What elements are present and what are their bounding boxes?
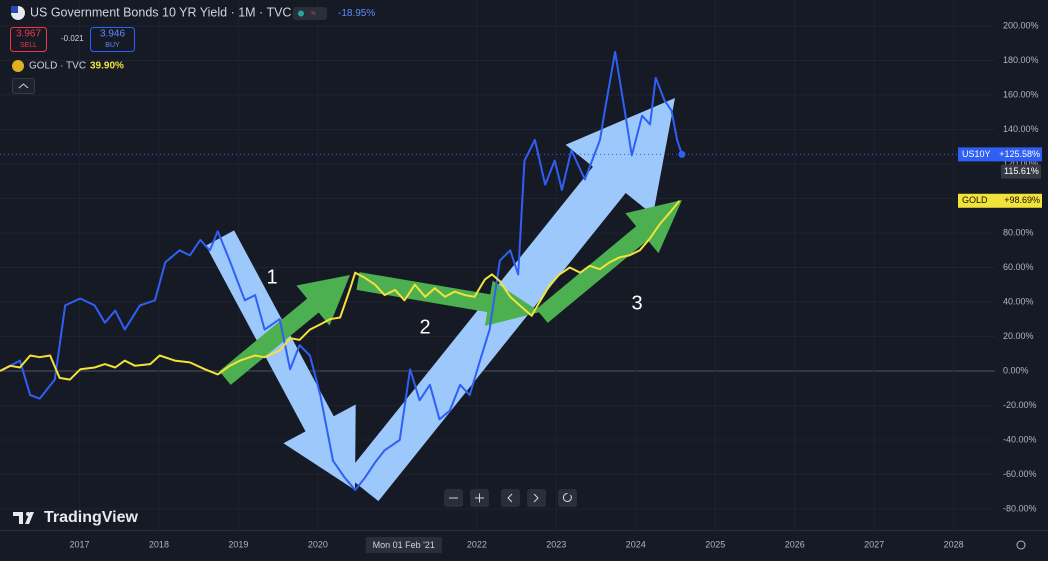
status-dot <box>298 10 304 17</box>
x-tick-label: 2020 <box>308 539 328 549</box>
plus-icon <box>475 493 484 503</box>
x-tick-label: 2028 <box>944 539 964 549</box>
settings-icon[interactable] <box>1016 540 1026 550</box>
y-tick-label: 120.00% <box>1003 158 1039 168</box>
collapse-button[interactable] <box>12 78 35 94</box>
last-point <box>678 150 686 158</box>
x-tick-label: 2023 <box>546 539 566 549</box>
series-line <box>0 200 681 381</box>
right-icon <box>533 493 539 503</box>
header: US Government Bonds 10 YR Yield · 1M · T… <box>10 5 375 94</box>
logo-text: TradingView <box>44 509 139 526</box>
gold-icon <box>12 60 24 72</box>
buy-price: 3.946 <box>100 29 125 40</box>
sell-button[interactable] <box>10 27 47 52</box>
nav-controls <box>444 489 577 507</box>
x-tick-label: 2019 <box>228 539 248 549</box>
y-tick-label: -20.00% <box>1003 400 1037 410</box>
y-tick-label: -40.00% <box>1003 434 1037 444</box>
annotation-label: 1 <box>266 266 277 288</box>
sell-label: SELL <box>20 42 37 49</box>
annotation-label: 3 <box>631 292 642 314</box>
y-tick-label: 140.00% <box>1003 124 1039 134</box>
y-tick-label: -80.00% <box>1003 503 1037 513</box>
annotation-arrow <box>356 272 540 326</box>
y-tick-label: -60.00% <box>1003 469 1037 479</box>
x-tick-label: 2022 <box>467 539 487 549</box>
left-icon <box>507 493 513 503</box>
scroll-right[interactable] <box>527 489 546 507</box>
y-tick-label: 40.00% <box>1003 296 1034 306</box>
y-axis-area <box>995 0 1048 561</box>
change: -18.95% <box>338 8 375 19</box>
price-tag-label: +98.69% <box>1004 195 1040 205</box>
status-badge <box>293 7 327 20</box>
chevron <box>18 83 29 89</box>
x-tick-label: 2026 <box>785 539 805 549</box>
status-icon: ≈ <box>311 8 316 18</box>
logo-dot <box>26 512 30 516</box>
price-line-tag <box>1001 164 1041 179</box>
price-tag-name: US10Y <box>962 149 991 159</box>
y-tick-label: 20.00% <box>1003 331 1034 341</box>
x-tick-label: 2017 <box>69 539 89 549</box>
x-tick-label: 2027 <box>864 539 884 549</box>
sell-price: 3.967 <box>16 29 41 40</box>
x-tick-label: 2024 <box>626 539 646 549</box>
y-tick-label: 60.00% <box>1003 262 1034 272</box>
y-tick-label: 200.00% <box>1003 20 1039 30</box>
price-tag <box>958 147 1042 162</box>
series-layer <box>0 50 995 491</box>
price-tag-label: +125.58% <box>999 149 1040 159</box>
series-line <box>0 50 683 491</box>
crosshair-label: Mon 01 Feb '21 <box>373 540 435 550</box>
compare-change: 39.90% <box>90 61 124 72</box>
price-line-label: 115.61% <box>1004 166 1039 176</box>
logo: TradingView <box>13 509 139 526</box>
compare-symbol: GOLD · TVC <box>29 61 86 72</box>
annotation-label: 2 <box>419 316 430 338</box>
price-tag <box>958 193 1042 208</box>
y-tick-label: 160.00% <box>1003 89 1039 99</box>
crosshair-label-box <box>365 537 442 553</box>
price-tag-name: GOLD <box>962 195 988 205</box>
y-tick-label: 180.00% <box>1003 55 1039 65</box>
reset-icon <box>562 492 572 502</box>
y-tick-label: 0.00% <box>1003 365 1029 375</box>
symbol-title: US Government Bonds 10 YR Yield · 1M · T… <box>30 5 291 19</box>
x-tick-label: 2025 <box>705 539 725 549</box>
x-tick-label: 2018 <box>149 539 169 549</box>
buy-button[interactable] <box>90 27 135 52</box>
reset[interactable] <box>558 489 577 507</box>
y-tick-label: 80.00% <box>1003 227 1034 237</box>
buy-label: BUY <box>105 42 120 49</box>
scroll-left[interactable] <box>501 489 520 507</box>
flag-canton <box>11 6 18 13</box>
spread: -0.021 <box>61 34 84 43</box>
